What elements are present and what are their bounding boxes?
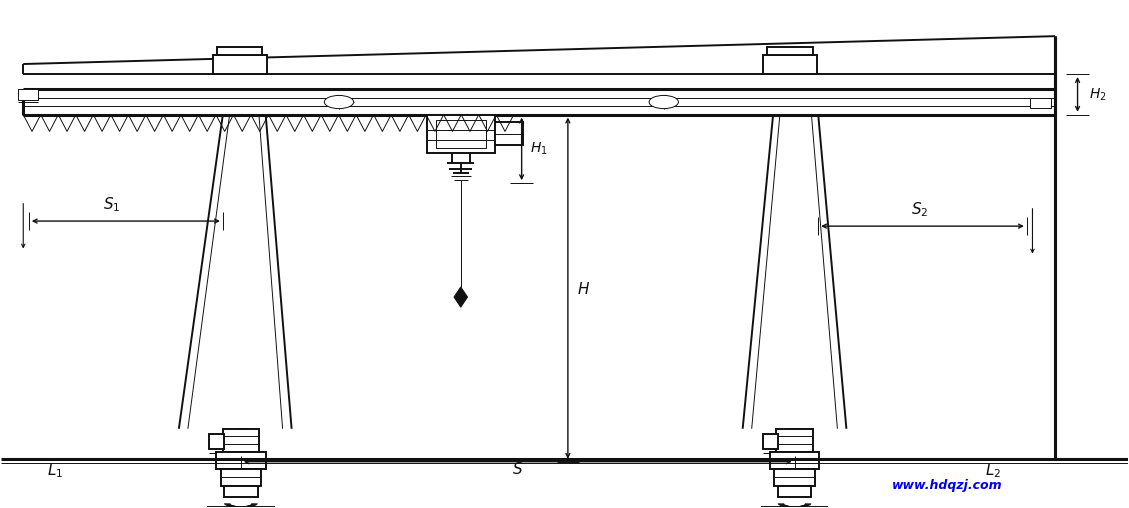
Bar bbox=[436, 120, 485, 148]
Bar bbox=[216, 452, 265, 469]
Bar bbox=[212, 55, 266, 74]
Text: $L_2$: $L_2$ bbox=[984, 461, 1001, 480]
Bar bbox=[18, 89, 38, 101]
Bar bbox=[222, 429, 259, 452]
Text: $S_2$: $S_2$ bbox=[911, 200, 928, 219]
Bar bbox=[763, 55, 817, 74]
Bar bbox=[1030, 99, 1050, 108]
Bar bbox=[217, 47, 262, 55]
Text: $H$: $H$ bbox=[577, 281, 590, 298]
Bar bbox=[763, 434, 778, 449]
Polygon shape bbox=[454, 287, 467, 307]
Circle shape bbox=[649, 96, 679, 109]
Bar bbox=[778, 486, 812, 497]
Text: www.hdqzj.com: www.hdqzj.com bbox=[892, 479, 1003, 492]
Circle shape bbox=[324, 96, 353, 109]
Bar bbox=[770, 452, 820, 469]
Bar bbox=[209, 434, 224, 449]
Text: $H_1$: $H_1$ bbox=[530, 140, 548, 157]
Bar bbox=[768, 47, 813, 55]
Bar bbox=[774, 469, 815, 486]
Bar bbox=[427, 115, 495, 153]
Text: $L_1$: $L_1$ bbox=[46, 461, 63, 480]
Text: $S$: $S$ bbox=[511, 461, 523, 478]
Text: $H_2$: $H_2$ bbox=[1089, 86, 1106, 103]
Bar bbox=[220, 469, 261, 486]
Text: $S_1$: $S_1$ bbox=[103, 195, 120, 214]
Bar bbox=[777, 429, 813, 452]
Bar bbox=[495, 122, 523, 145]
Bar bbox=[224, 486, 257, 497]
